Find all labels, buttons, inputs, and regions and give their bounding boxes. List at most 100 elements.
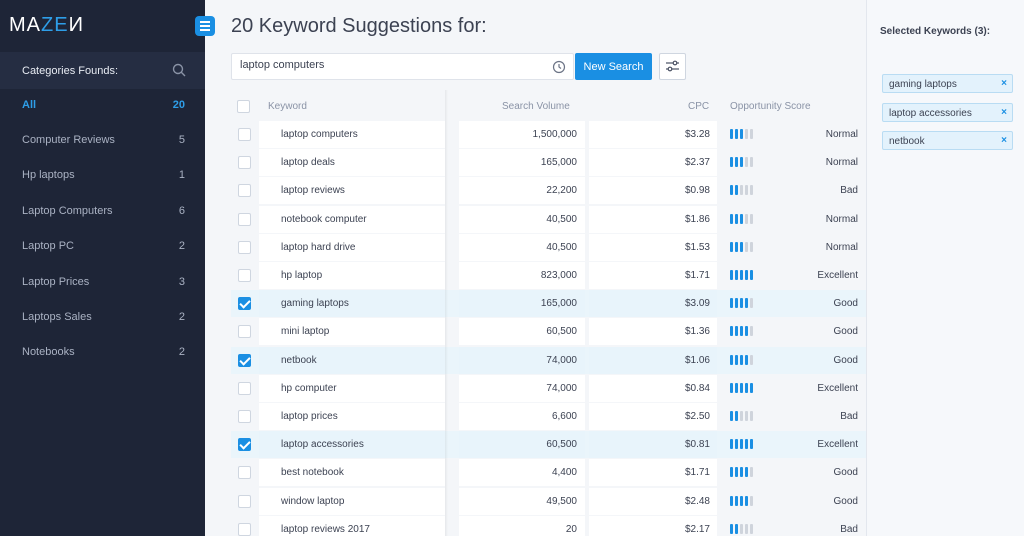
cpc-cell: $3.09 (684, 298, 710, 310)
column-header-score[interactable]: Opportunity Score (730, 101, 811, 112)
table-row[interactable]: window laptop 49,500 $2.48 Good (231, 487, 866, 515)
search-icon[interactable] (172, 63, 186, 77)
table-row[interactable]: laptop deals 165,000 $2.37 Normal (231, 149, 866, 177)
chip-label: gaming laptops (889, 79, 957, 90)
remove-chip-icon[interactable]: × (1001, 107, 1007, 118)
column-header-keyword[interactable]: Keyword (268, 101, 307, 112)
row-checkbox[interactable] (238, 438, 251, 452)
volume-cell: 74,000 (546, 354, 577, 366)
table-row[interactable]: laptop computers 1,500,000 $3.28 Normal (231, 121, 866, 148)
row-checkbox[interactable] (238, 297, 251, 311)
search-field[interactable] (231, 53, 574, 80)
volume-cell: 823,000 (540, 270, 577, 281)
table-row[interactable]: mini laptop 60,500 $1.36 Good (231, 318, 866, 346)
column-header-volume[interactable]: Search Volume (502, 101, 570, 112)
opportunity-rating: Good (833, 326, 858, 338)
search-input[interactable] (240, 59, 540, 71)
opportunity-rating: Excellent (817, 439, 858, 451)
category-item[interactable]: Computer Reviews 5 (0, 131, 205, 151)
row-checkbox[interactable] (238, 410, 251, 423)
column-shadow (445, 90, 448, 536)
score-bar-segment (745, 270, 748, 280)
opportunity-rating: Normal (825, 241, 858, 253)
score-bar-segment (735, 523, 738, 534)
score-bar-segment (750, 326, 753, 337)
row-checkbox[interactable] (238, 466, 251, 480)
score-bar-segment (745, 326, 748, 337)
row-checkbox[interactable] (238, 522, 251, 536)
cpc-cell: $0.81 (684, 439, 710, 451)
new-search-button[interactable]: New Search (575, 53, 652, 80)
opportunity-score-bars (730, 241, 760, 252)
category-label: Notebooks (22, 346, 75, 358)
table-row[interactable]: laptop prices 6,600 $2.50 Bad (231, 403, 866, 430)
page-title: 20 Keyword Suggestions for: (231, 15, 487, 37)
column-header-cpc[interactable]: CPC (688, 101, 710, 112)
table-row[interactable]: hp laptop 823,000 $1.71 Excellent (231, 262, 866, 289)
score-bar-segment (735, 129, 738, 139)
brand-logo[interactable]: MAZEИ (9, 14, 84, 36)
score-bar-segment (740, 467, 743, 478)
category-item[interactable]: Laptop Computers 6 (0, 202, 205, 222)
table-row[interactable]: laptop reviews 22,200 $0.98 Bad (231, 177, 866, 205)
score-bar-segment (745, 129, 748, 139)
score-bar-segment (735, 467, 738, 478)
score-bar-segment (750, 382, 753, 393)
remove-chip-icon[interactable]: × (1001, 78, 1007, 89)
row-checkbox[interactable] (238, 128, 251, 141)
table-row[interactable]: laptop reviews 2017 20 $2.17 Bad (231, 515, 866, 536)
category-item[interactable]: Laptop Prices 3 (0, 273, 205, 293)
table-row[interactable]: hp computer 74,000 $0.84 Excellent (231, 374, 866, 402)
category-label: Laptop Prices (22, 276, 90, 288)
opportunity-score-bars (730, 213, 760, 224)
keyword-cell: laptop hard drive (281, 241, 356, 253)
opportunity-score-bars (730, 157, 760, 168)
table-row[interactable]: laptop hard drive 40,500 $1.53 Normal (231, 233, 866, 261)
row-checkbox[interactable] (238, 212, 251, 226)
row-checkbox[interactable] (238, 381, 251, 395)
selected-keyword-chip: gaming laptops × (882, 74, 1013, 93)
table-row[interactable]: laptop accessories 60,500 $0.81 Excellent (231, 431, 866, 459)
score-bar-segment (750, 129, 753, 139)
category-item[interactable]: All 20 (0, 96, 205, 116)
score-bar-segment (750, 523, 753, 534)
score-bar-segment (745, 213, 748, 224)
category-item[interactable]: Hp laptops 1 (0, 166, 205, 186)
category-count: 2 (178, 240, 185, 252)
row-checkbox[interactable] (238, 184, 251, 198)
opportunity-rating: Normal (825, 157, 858, 169)
score-bar-segment (740, 382, 743, 393)
remove-chip-icon[interactable]: × (1001, 135, 1007, 146)
score-bar-segment (750, 439, 753, 450)
score-bar-segment (750, 270, 753, 280)
category-item[interactable]: Notebooks 2 (0, 343, 205, 363)
volume-cell: 4,400 (551, 467, 577, 479)
score-bar-segment (730, 495, 733, 506)
row-checkbox[interactable] (238, 494, 251, 508)
category-item[interactable]: Laptop PC 2 (0, 237, 205, 257)
keyword-cell: hp laptop (281, 270, 323, 281)
category-item[interactable]: Laptops Sales 2 (0, 308, 205, 328)
row-checkbox[interactable] (238, 269, 251, 282)
volume-cell: 60,500 (546, 439, 577, 451)
chip-label: netbook (889, 136, 925, 147)
menu-toggle-button[interactable] (195, 16, 215, 36)
table-row[interactable]: notebook computer 40,500 $1.86 Normal (231, 205, 866, 233)
opportunity-rating: Bad (840, 523, 858, 535)
row-checkbox[interactable] (238, 240, 251, 254)
score-bar-segment (740, 298, 743, 309)
row-checkbox[interactable] (238, 325, 251, 339)
table-row[interactable]: gaming laptops 165,000 $3.09 Good (231, 290, 866, 318)
history-clock-icon[interactable] (552, 60, 566, 74)
keyword-cell: gaming laptops (281, 298, 349, 310)
select-all-checkbox[interactable] (237, 100, 250, 113)
row-checkbox[interactable] (238, 156, 251, 170)
filter-settings-button[interactable] (659, 53, 686, 80)
cpc-cell: $3.28 (684, 129, 710, 140)
score-bar-segment (730, 354, 733, 365)
volume-cell: 74,000 (546, 382, 577, 394)
score-bar-segment (735, 382, 738, 393)
table-row[interactable]: best notebook 4,400 $1.71 Good (231, 459, 866, 487)
table-row[interactable]: netbook 74,000 $1.06 Good (231, 346, 866, 374)
row-checkbox[interactable] (238, 353, 251, 367)
